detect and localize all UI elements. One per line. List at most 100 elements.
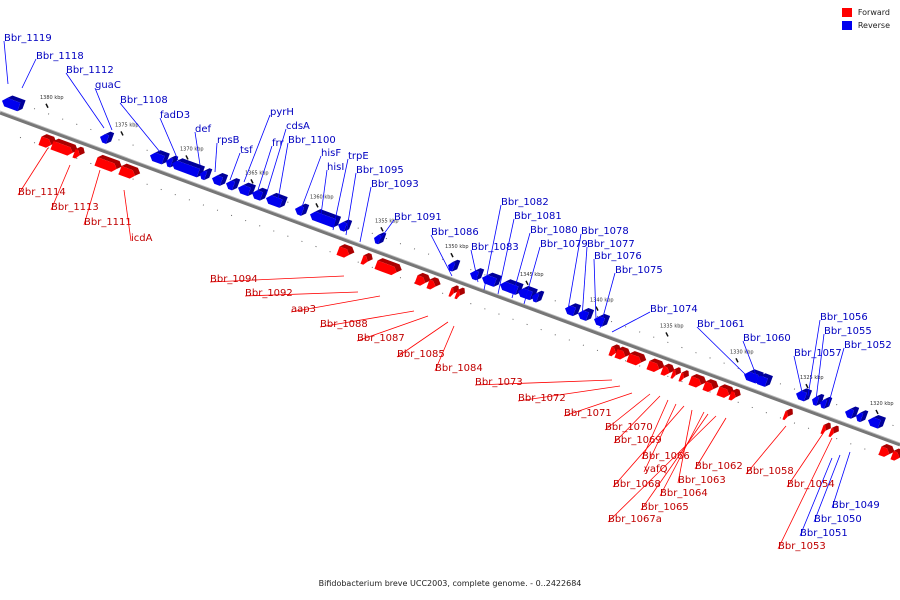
forward-gene xyxy=(360,252,373,265)
leader-line xyxy=(567,233,582,311)
leader-line xyxy=(696,326,749,378)
leader-line xyxy=(277,142,289,201)
leader-line xyxy=(3,40,9,85)
leader-line xyxy=(470,249,479,283)
gene-label: Bbr_1113 xyxy=(51,202,99,213)
forward-gene xyxy=(716,384,735,398)
tick-label: 1320 kbp xyxy=(870,401,894,407)
leader-line xyxy=(604,393,651,431)
reverse-gene xyxy=(448,259,461,272)
gene-label: guaC xyxy=(95,80,121,91)
gene-label: Bbr_1095 xyxy=(356,165,404,176)
reverse-gene xyxy=(212,172,229,186)
leader-line xyxy=(643,403,677,473)
forward-gene xyxy=(72,146,85,159)
leader-line xyxy=(511,232,531,299)
gene-label: Bbr_1076 xyxy=(594,251,642,262)
gene-label: Bbr_1050 xyxy=(814,514,862,525)
leader-line xyxy=(694,417,727,470)
legend-reverse-label: Reverse xyxy=(857,21,890,30)
gene-label: tsf xyxy=(240,145,253,156)
tick-mark xyxy=(805,383,809,389)
forward-gene xyxy=(782,408,793,421)
tick-mark xyxy=(875,409,879,415)
forward-gene xyxy=(660,363,675,376)
leader-line xyxy=(517,385,621,402)
reverse-gene xyxy=(166,155,179,168)
leader-line xyxy=(359,186,372,243)
tick-label: 1325 kbp xyxy=(800,375,824,381)
tick-label: 1355 kbp xyxy=(375,218,399,224)
gene-label: Bbr_1062 xyxy=(695,461,743,472)
reverse-gene xyxy=(100,131,115,144)
gene-label: Bbr_1093 xyxy=(371,179,419,190)
gene-label: Bbr_1078 xyxy=(581,226,629,237)
leader-line xyxy=(523,246,541,305)
gene-label: Bbr_1073 xyxy=(475,377,523,388)
gene-label: Bbr_1112 xyxy=(66,65,114,76)
reverse-gene xyxy=(868,414,886,429)
tick-mark xyxy=(380,226,384,232)
leader-line xyxy=(607,415,717,523)
leader-line xyxy=(793,355,803,393)
leader-line xyxy=(593,258,597,321)
reverse-gene xyxy=(374,232,387,245)
leader-line xyxy=(65,72,105,129)
tick-label: 1350 kbp xyxy=(445,244,469,250)
gene-label: Bbr_1082 xyxy=(501,197,549,208)
forward-gene xyxy=(670,367,681,379)
leader-line xyxy=(194,131,201,166)
leader-line xyxy=(599,272,616,329)
tick-mark xyxy=(120,131,124,136)
leader-line xyxy=(786,431,825,488)
axis-highlight xyxy=(0,110,900,444)
forward-gene xyxy=(728,388,741,401)
gene-label: Bbr_1057 xyxy=(794,348,842,359)
leader-line xyxy=(50,164,71,211)
reverse-gene xyxy=(310,209,342,228)
leader-line xyxy=(434,325,455,372)
reverse-gene xyxy=(845,406,860,419)
forward-gene xyxy=(646,358,665,373)
leader-line xyxy=(243,114,271,183)
leader-line xyxy=(640,413,709,511)
gene-label: aap3 xyxy=(291,304,316,315)
legend-forward: Forward xyxy=(841,8,890,17)
tick-mark xyxy=(665,332,669,337)
gene-label: Bbr_1063 xyxy=(678,475,726,486)
forward-gene xyxy=(626,351,647,366)
leader-line xyxy=(159,117,179,161)
leader-line xyxy=(745,425,787,475)
leader-line xyxy=(299,155,322,213)
gene-label: Bbr_1108 xyxy=(120,95,168,106)
reverse-gene xyxy=(812,393,825,406)
forward-gene xyxy=(50,138,78,156)
gene-label: Bbr_1069 xyxy=(614,435,662,446)
gene-label: fadD3 xyxy=(160,110,190,121)
gene-label: Bbr_1118 xyxy=(36,51,84,62)
reverse-gene xyxy=(252,187,269,201)
reverse-gene xyxy=(295,203,310,216)
tick-mark xyxy=(315,203,319,208)
gene-label: hisI xyxy=(327,162,344,173)
gene-label: Bbr_1064 xyxy=(660,488,708,499)
tick-label: 1370 kbp xyxy=(180,146,204,152)
gene-label: Bbr_1081 xyxy=(514,211,562,222)
forward-gene xyxy=(678,370,689,382)
leader-line xyxy=(257,145,273,191)
gene-label: Bbr_1079 xyxy=(540,239,588,250)
gene-label: Bbr_1049 xyxy=(832,500,880,511)
leader-line xyxy=(815,333,825,401)
leader-line xyxy=(613,395,661,444)
reverse-gene xyxy=(482,272,502,287)
gene-label: Bbr_1085 xyxy=(397,349,445,360)
reverse-gene xyxy=(856,410,869,423)
gene-label: Bbr_1114 xyxy=(18,187,66,198)
gene-label: Bbr_1119 xyxy=(4,33,52,44)
leader-line xyxy=(356,315,429,342)
genome-caption: Bifidobacterium breve UCC2003, complete … xyxy=(318,579,582,588)
legend: Forward Reverse xyxy=(841,8,890,34)
gene-label: Bbr_1111 xyxy=(84,217,132,228)
gene-label: Bbr_1071 xyxy=(564,408,612,419)
reverse-gene xyxy=(796,388,813,402)
